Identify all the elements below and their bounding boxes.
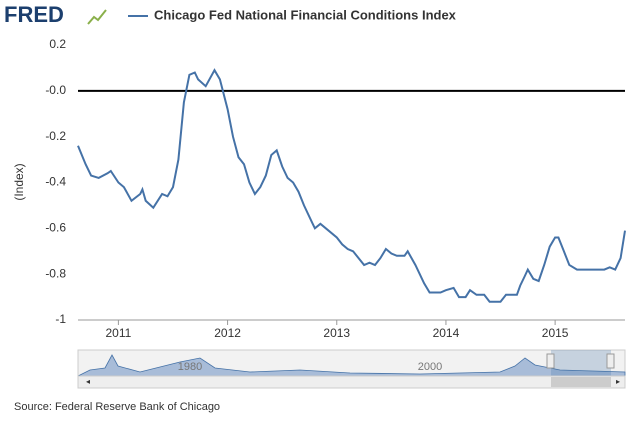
brand: FRED [4,2,64,27]
legend-label: Chicago Fed National Financial Condition… [154,7,457,22]
y-tick-label: 0.2 [49,37,66,51]
x-tick-label: 2015 [542,326,569,340]
navigator-window[interactable] [551,350,611,376]
x-tick-label: 2011 [105,326,131,340]
scrollbar-thumb[interactable] [551,377,611,387]
y-tick-label: -0.8 [45,266,66,280]
scroll-right[interactable]: ▸ [616,377,620,386]
series-line [77,68,626,303]
logo-icon [87,9,107,25]
x-tick-label: 2012 [214,326,241,340]
y-tick-label: -0.6 [45,221,66,235]
navigator-label: 2000 [418,361,442,373]
y-axis-label: (Index) [12,163,26,200]
scroll-left[interactable]: ◂ [86,377,90,386]
x-tick-label: 2013 [323,326,350,340]
y-tick-label: -0.4 [45,175,66,189]
y-tick-label: -1 [55,312,66,326]
plot-area [78,45,625,320]
x-tick-label: 2014 [433,326,460,340]
navigator: ◂ ▸ [77,349,626,389]
y-tick-label: -0.2 [45,129,66,143]
navigator-handle[interactable] [546,353,555,369]
y-tick-label: -0.0 [45,83,66,97]
scrollbar[interactable] [77,375,626,389]
source: Source: Federal Reserve Bank of Chicago [14,401,220,413]
navigator-label: 1980 [178,361,202,373]
navigator-handle[interactable] [606,353,615,369]
